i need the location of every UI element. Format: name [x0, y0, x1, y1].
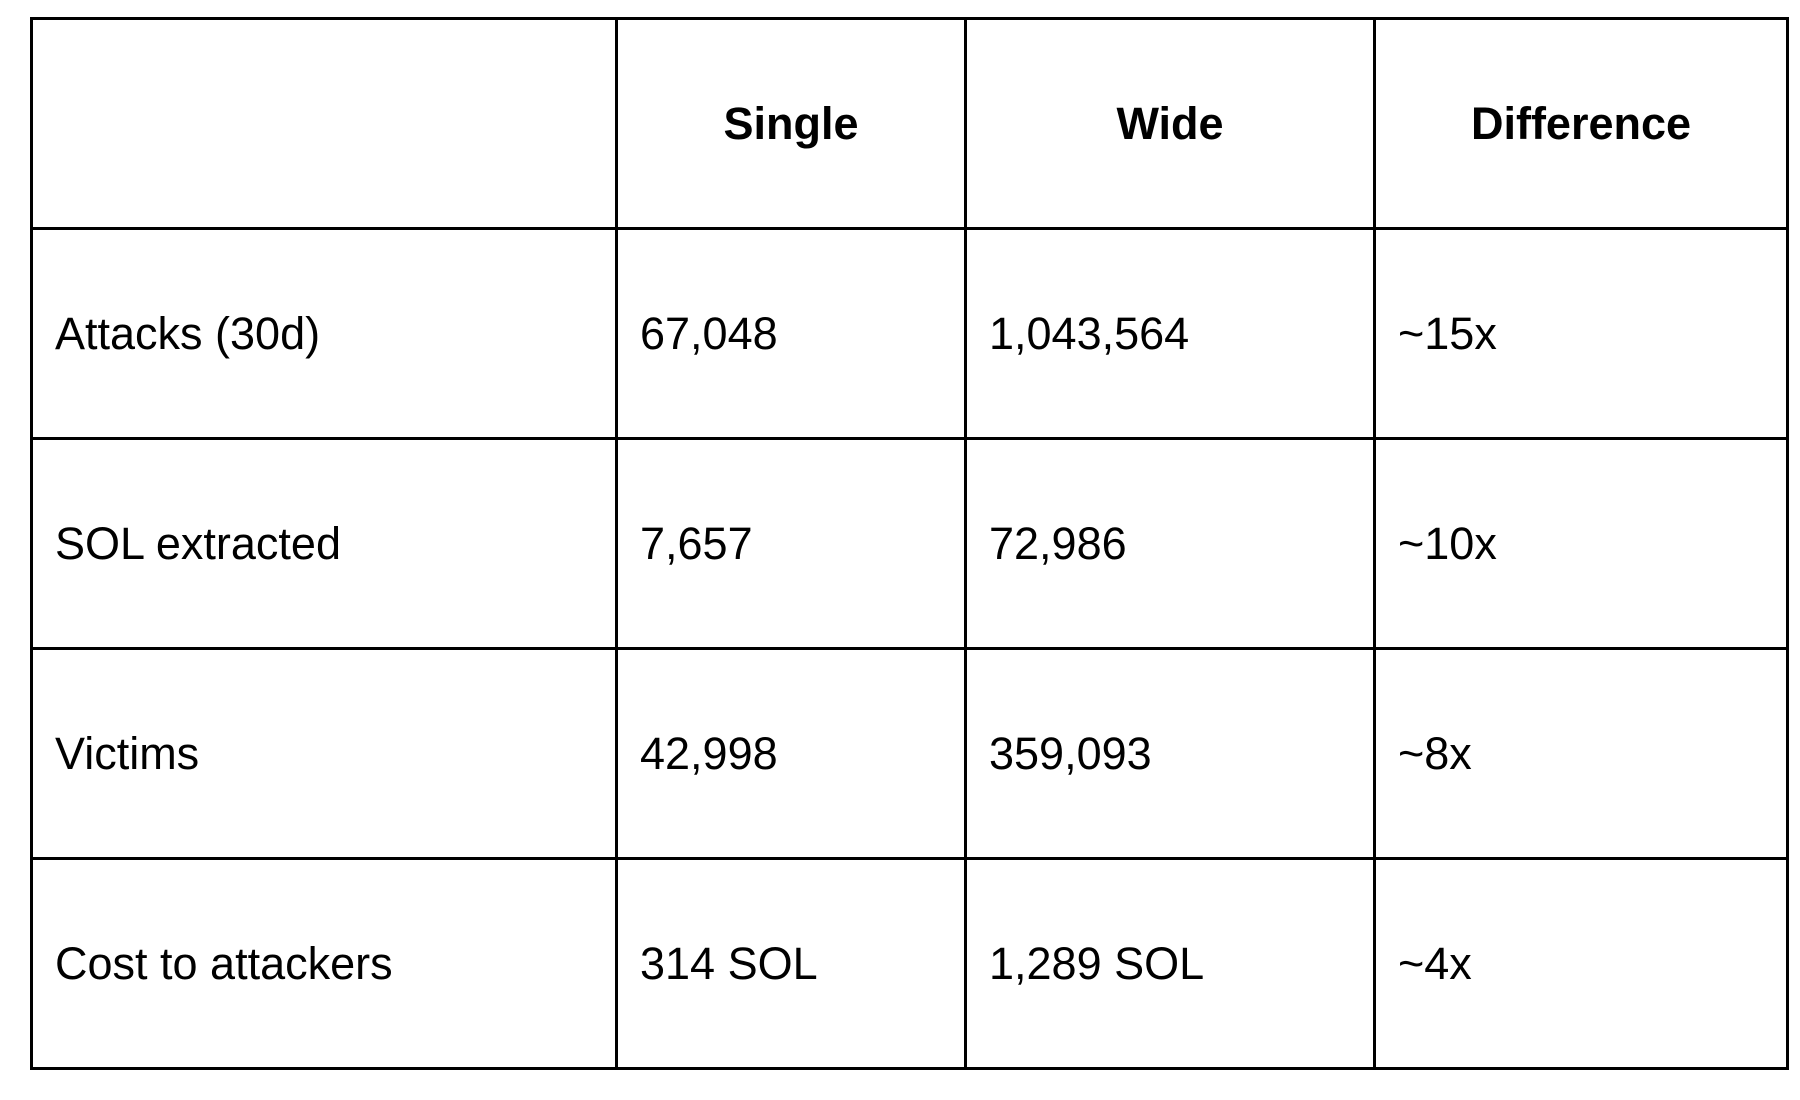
header-cell-difference: Difference: [1373, 17, 1789, 230]
single-value-cell: 67,048: [615, 227, 967, 440]
table-row: Cost to attackers 314 SOL 1,289 SOL ~4x: [30, 857, 1789, 1070]
table-row: Attacks (30d) 67,048 1,043,564 ~15x: [30, 227, 1789, 440]
difference-value-cell: ~4x: [1373, 857, 1789, 1070]
wide-value-cell: 359,093: [964, 647, 1376, 860]
difference-value-cell: ~8x: [1373, 647, 1789, 860]
difference-value-cell: ~10x: [1373, 437, 1789, 650]
wide-value-cell: 1,289 SOL: [964, 857, 1376, 1070]
row-label-cell: Cost to attackers: [30, 857, 618, 1070]
single-value-cell: 314 SOL: [615, 857, 967, 1070]
comparison-table: Single Wide Difference Attacks (30d) 67,…: [30, 17, 1789, 1070]
header-cell-single: Single: [615, 17, 967, 230]
table-row: SOL extracted 7,657 72,986 ~10x: [30, 437, 1789, 650]
difference-value-cell: ~15x: [1373, 227, 1789, 440]
single-value-cell: 7,657: [615, 437, 967, 650]
row-label-cell: Attacks (30d): [30, 227, 618, 440]
row-label-cell: SOL extracted: [30, 437, 618, 650]
single-value-cell: 42,998: [615, 647, 967, 860]
row-label-cell: Victims: [30, 647, 618, 860]
wide-value-cell: 72,986: [964, 437, 1376, 650]
table-row: Victims 42,998 359,093 ~8x: [30, 647, 1789, 860]
wide-value-cell: 1,043,564: [964, 227, 1376, 440]
header-cell-wide: Wide: [964, 17, 1376, 230]
header-cell-empty: [30, 17, 618, 230]
header-row: Single Wide Difference: [30, 17, 1789, 230]
